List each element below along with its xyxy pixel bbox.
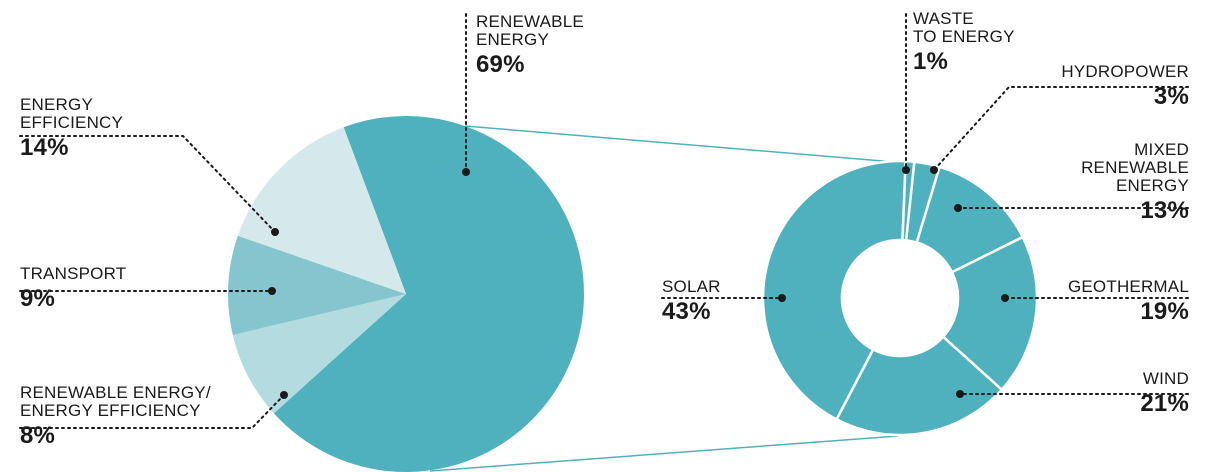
leader-dot-energy-efficiency (271, 228, 279, 236)
label-percent: 19% (1140, 298, 1189, 325)
donut-segment-wind (834, 335, 1004, 437)
connector-line-top (464, 125, 896, 163)
label-percent: 14% (20, 134, 69, 161)
leader-dot-renewable-energy (462, 168, 470, 176)
label-wind: WIND 21% (1140, 369, 1189, 418)
leader-dot-transport (268, 287, 276, 295)
label-renewable-energy: RENEWABLE ENERGY 69% (476, 12, 584, 79)
leader-dot-solar (778, 294, 786, 302)
donut-segment-solar (761, 159, 908, 422)
label-percent: 13% (1140, 197, 1189, 224)
label-name: WASTE TO ENERGY (913, 9, 1015, 46)
label-solar: SOLAR 43% (662, 277, 721, 326)
donut-segment-waste-to-energy (901, 159, 916, 242)
label-percent: 1% (913, 48, 949, 75)
label-name: GEOTHERMAL (1067, 277, 1189, 296)
label-hydropower: HYDROPOWER 3% (1061, 62, 1189, 111)
donut-segment-geothermal (941, 235, 1039, 392)
connector-line-bottom (429, 435, 899, 472)
label-percent: 9% (20, 285, 56, 312)
label-name: TRANSPORT (20, 264, 127, 283)
label-percent: 43% (662, 298, 711, 325)
leader-dot-geothermal (1001, 294, 1009, 302)
pie-slice-energy-efficiency (237, 127, 406, 294)
label-energy-efficiency: ENERGY EFFICIENCY 14% (20, 95, 124, 162)
label-name: MIXED RENEWABLE ENERGY (1081, 140, 1189, 195)
label-name: RENEWABLE ENERGY (476, 12, 584, 49)
label-percent: 21% (1140, 390, 1189, 417)
label-percent: 69% (476, 51, 525, 78)
label-name: RENEWABLE ENERGY/ ENERGY EFFICIENCY (20, 383, 211, 420)
label-name: HYDROPOWER (1061, 62, 1189, 81)
pie-slice-renewable-energy (273, 116, 584, 472)
label-renewable-energy-energy-efficiency: RENEWABLE ENERGY/ ENERGY EFFICIENCY 8% (20, 383, 211, 450)
leader-hydropower (933, 86, 1189, 171)
label-percent: 8% (20, 422, 56, 449)
label-name: SOLAR (662, 277, 721, 296)
pie-slice-transport (228, 235, 406, 335)
label-mixed-renewable-energy: MIXED RENEWABLE ENERGY 13% (1081, 140, 1189, 225)
renewable-breakdown-donut (761, 159, 1039, 437)
leader-energy-efficiency (19, 135, 276, 233)
label-transport: TRANSPORT 9% (20, 264, 127, 313)
leader-dot-hydropower (930, 166, 938, 174)
label-percent: 3% (1153, 83, 1189, 110)
leader-dot-waste-to-energy (902, 166, 910, 174)
label-name: WIND (1142, 369, 1189, 388)
pie-slice-renewable-energy-energy-efficiency (232, 294, 406, 414)
leader-dot-mixed-renewable-energy (954, 204, 962, 212)
label-name: ENERGY EFFICIENCY (20, 95, 124, 132)
label-waste-to-energy: WASTE TO ENERGY 1% (913, 9, 1015, 76)
leader-dot-wind (956, 390, 964, 398)
main-pie (228, 116, 584, 472)
label-geothermal: GEOTHERMAL 19% (1067, 277, 1189, 326)
leader-lines (19, 13, 1189, 429)
zoom-connectors (429, 125, 899, 472)
leader-renewable-energy-energy-efficiency (19, 394, 285, 429)
leader-dot-renewable-energy-energy-efficiency (280, 391, 288, 399)
